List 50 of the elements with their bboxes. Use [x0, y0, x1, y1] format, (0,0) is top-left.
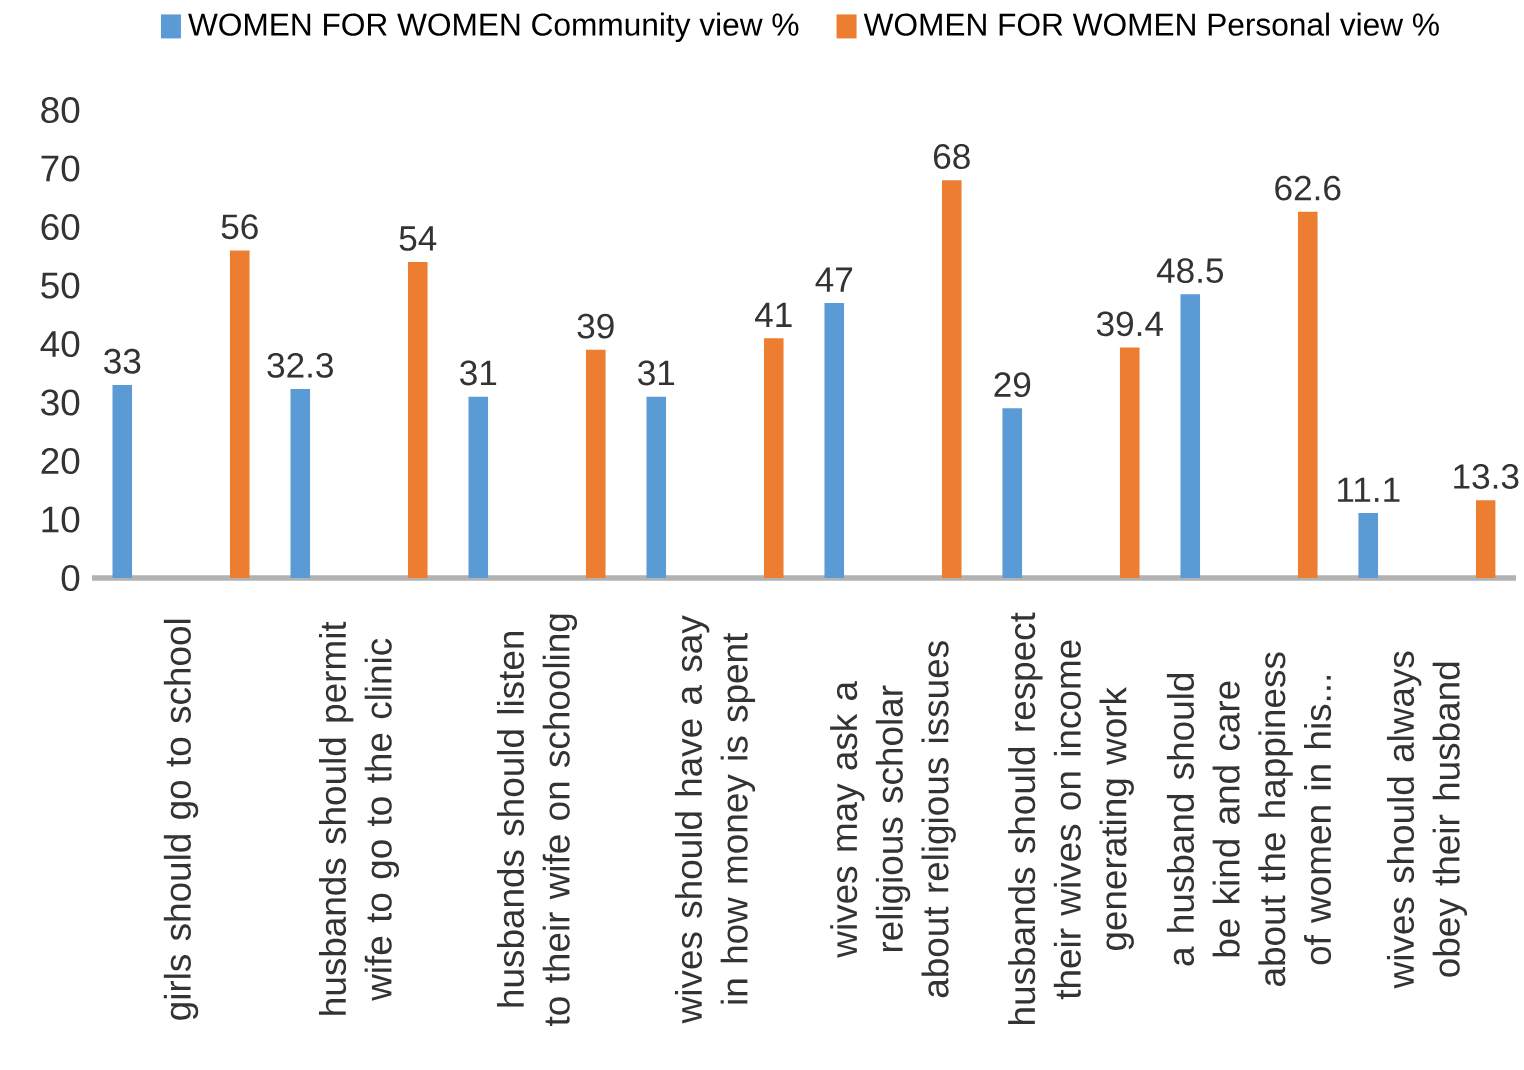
bar [1002, 408, 1023, 578]
x-tick-label: wives may ask a religious scholar about religious issues [830, 641, 956, 998]
x-tick-label: wives should have a say in how money is spent [674, 615, 756, 1024]
x-tick-label: husbands should permit wife to go to the clinic [318, 621, 400, 1015]
bar [941, 180, 962, 578]
data-label: 32.3 [267, 352, 333, 378]
y-tick-label: 70 [41, 155, 80, 182]
legend-label: WOMEN FOR WOMEN Community view % [188, 12, 799, 43]
legend-label: WOMEN FOR WOMEN Personal view % [863, 12, 1439, 36]
y-tick-label: 30 [41, 389, 80, 416]
bar [1180, 294, 1201, 578]
y-tick-label: 20 [41, 447, 80, 475]
data-label: 48.5 [1156, 258, 1223, 284]
data-label: 31 [638, 360, 675, 386]
data-label: 56 [221, 214, 258, 240]
bar [1297, 211, 1318, 578]
x-tick-label: husbands should listen to their wife on schooling [496, 614, 578, 1026]
data-label: 11.1 [1338, 477, 1400, 502]
data-label: 39 [577, 313, 614, 339]
x-tick-label: girls should go to school [163, 619, 199, 1020]
y-tick-label: 0 [61, 564, 80, 592]
bar [468, 396, 489, 578]
y-tick-label: 60 [41, 213, 80, 241]
data-label: 62.6 [1275, 175, 1341, 201]
data-label: 54 [399, 226, 437, 251]
data-label: 29 [994, 372, 1031, 398]
y-tick-label: 40 [40, 330, 80, 358]
x-tick-label: a husband should be kind and care about the happiness of women in his... [1166, 652, 1332, 986]
bar [407, 262, 428, 578]
y-tick-label: 10 [42, 506, 80, 533]
bar [646, 396, 667, 578]
data-label: 68 [933, 144, 970, 169]
bar [763, 338, 784, 578]
bar [229, 250, 250, 578]
x-tick-label: husbands should respect their wives on income generating work [1008, 612, 1134, 1024]
data-label: 41 [755, 302, 792, 327]
data-label: 47 [815, 267, 853, 292]
y-tick-label: 50 [41, 272, 80, 299]
bar [290, 389, 311, 578]
bar [585, 349, 606, 578]
y-tick-label: 80 [41, 96, 80, 124]
bar [1119, 347, 1140, 578]
data-label: 13.3 [1454, 464, 1519, 489]
bar [1358, 513, 1379, 578]
bar [824, 303, 845, 578]
bar [112, 384, 133, 578]
data-label: 39.4 [1096, 311, 1163, 337]
bar [1475, 500, 1496, 578]
data-label: 31 [460, 360, 497, 386]
data-label: 33 [104, 348, 141, 374]
